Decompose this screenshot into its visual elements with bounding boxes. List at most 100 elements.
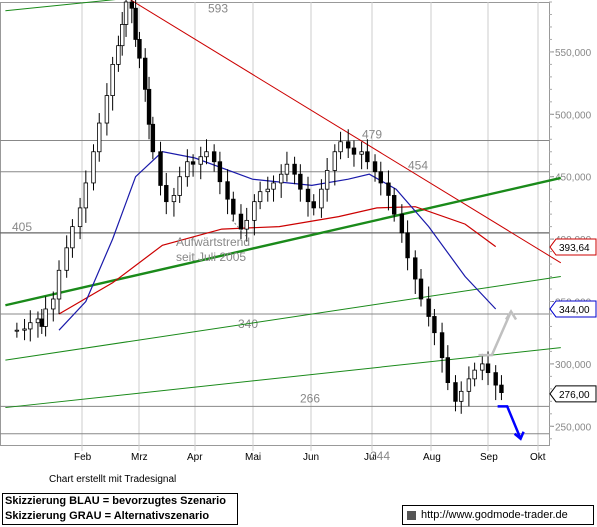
candle-body [211,151,217,163]
month-tick-label: Mai [245,452,261,463]
candle-body [185,161,190,178]
candle-body [257,191,263,203]
candle-body [51,298,56,310]
candle-body [116,45,121,65]
grey-scenario-arrow [478,310,513,357]
candle-body [22,328,27,331]
red-moving-average [58,206,497,315]
candle-body [453,382,458,402]
candle-body [39,318,44,327]
candle-body [133,7,138,40]
price-tag-label: 393,64 [559,243,590,254]
green-channel-mid [5,276,561,361]
candle-body [439,332,445,359]
url-box[interactable]: http://www.godmode-trader.de [402,505,594,525]
price-tag-label: 344,00 [559,305,590,316]
chart-credit: Chart erstellt mit Tradesignal [49,474,177,485]
candle-body [346,141,351,149]
level-label: 405 [12,220,32,234]
candle-body [14,329,20,332]
candle-body [177,176,182,196]
annotation-line-1: Aufwärtstrend [176,235,250,249]
candle-body [123,1,129,25]
candle-body [391,195,397,215]
candle-body [499,384,504,393]
candle-body [28,322,33,330]
green-uptrend-line [5,176,562,307]
candle-body [64,247,69,271]
candle-body [324,170,330,190]
annotation-leader [231,219,247,237]
candle-body [252,201,257,221]
scenario-legend: Skizzierung BLAU = bevorzugtes Szenario … [2,493,238,525]
candle-body [150,123,156,153]
candle-body [432,316,437,334]
candle-body [56,269,62,300]
candle-body [171,195,177,203]
plot-area [0,2,550,446]
candle-body [338,141,343,153]
candle-body [77,207,83,228]
site-url[interactable]: http://www.godmode-trader.de [421,509,568,521]
candle-body [292,163,297,175]
level-label: 454 [408,159,428,173]
candle-body [110,63,115,96]
price-tag [549,300,597,318]
level-label: 593 [208,1,228,15]
candle-body [372,161,378,173]
legend-blue: Skizzierung BLAU = bevorzugtes Szenario [5,495,226,507]
candle-body [231,198,236,215]
blue-scenario-arrow [497,405,522,440]
candle-body [298,173,303,190]
candle-body [35,318,41,324]
blue-scenario-arrowhead [513,431,525,441]
level-label: 244 [370,449,390,463]
candle-body [284,163,290,175]
y-tick-label: 500,000 [555,110,592,121]
candle-body [351,147,357,155]
candle-body [418,278,424,300]
candle-body [225,181,230,200]
candle-body [120,24,125,47]
annotation-line-2: seit Juli 2005 [176,250,246,264]
candle-body [83,182,89,209]
month-tick-label: Jul [364,452,377,463]
candle-body [271,182,276,190]
candle-body [164,185,169,203]
candle-body [190,161,196,165]
candle-body [204,151,209,158]
candle-body [480,363,485,371]
candle-body [198,156,203,165]
candle-body [305,188,311,203]
month-tick-label: Jun [303,452,319,463]
price-tag-label: 276,00 [559,390,590,401]
candle-body [158,151,163,186]
candle-body [43,308,48,327]
y-tick-label: 550,000 [555,48,592,59]
candle-body [143,57,148,90]
candle-body [91,151,96,184]
candle-body [399,213,405,234]
candle-body [97,122,102,153]
month-tick-label: Okt [530,452,546,463]
month-tick-label: Mrz [131,452,148,463]
candle-body [104,95,110,124]
candle-body [459,390,464,402]
y-tick-label: 250,000 [555,422,592,433]
candle-body [466,378,472,392]
legend-grey: Skizzierung GRAU = Alternativszenario [5,510,210,522]
candle-body [238,213,244,230]
candle-body [70,226,75,249]
candle-body [378,171,383,184]
green-channel-top [5,0,116,12]
y-tick-label: 450,000 [555,173,592,184]
level-label: 479 [362,128,382,142]
candle-body [244,219,249,230]
month-tick-label: Feb [74,452,92,463]
candle-body [278,173,284,184]
price-tag [549,385,597,403]
candle-body [332,151,338,171]
price-tag [549,238,597,256]
candle-body [137,39,142,59]
